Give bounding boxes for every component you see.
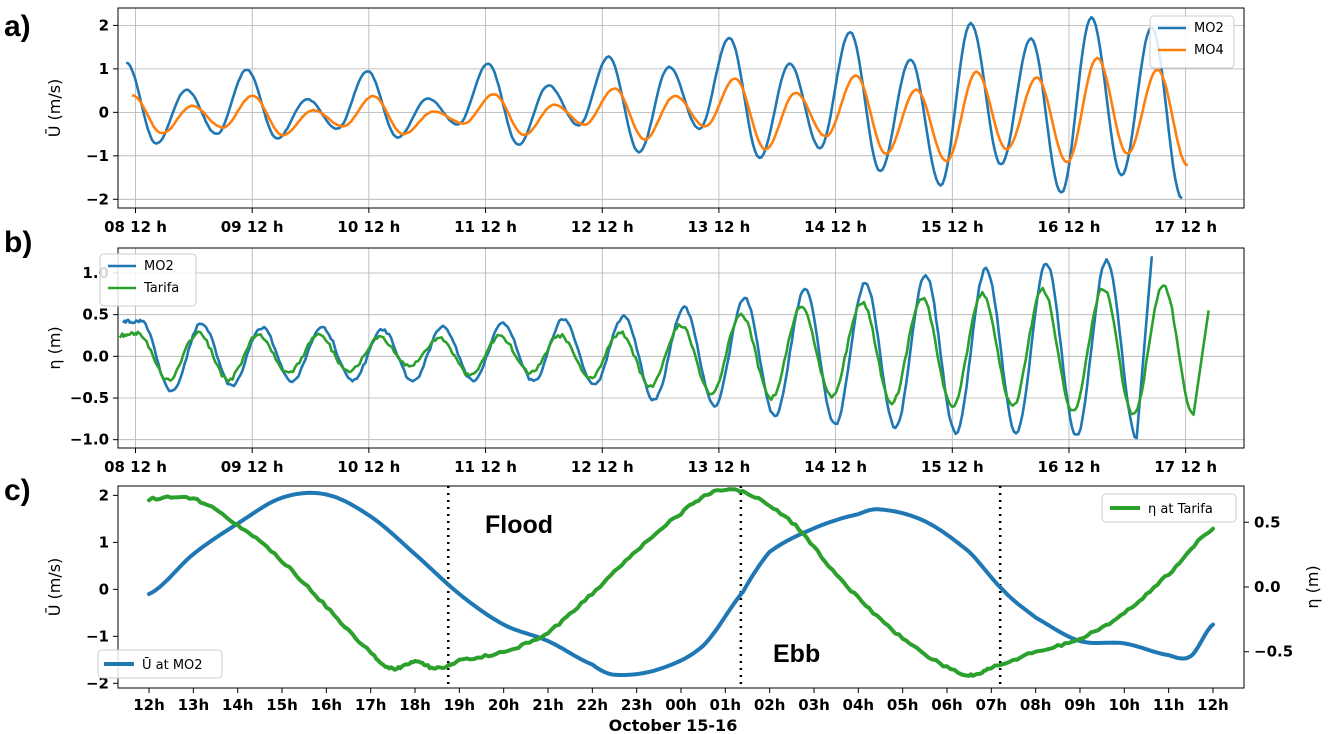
panel-c-frame <box>117 485 1245 689</box>
x-axis-label: October 15-16 <box>609 716 738 734</box>
y-tick-label: −1.0 <box>70 431 109 449</box>
x-tick-label: 15 12 h <box>921 458 984 476</box>
x-tick-label: 11 12 h <box>454 458 517 476</box>
x-tick-label: 18h <box>399 696 431 714</box>
x-tick-label: 11h <box>1153 696 1185 714</box>
x-tick-label: 03h <box>798 696 830 714</box>
y-axis-label-left: Ū (m/s) <box>45 558 64 617</box>
y-tick-label: 2 <box>99 16 109 34</box>
y-tick-label: 0.5 <box>82 306 109 324</box>
x-tick-label: 09h <box>1064 696 1096 714</box>
series-line-u-mo2 <box>147 490 1215 677</box>
y-tick-label-left: −1 <box>86 627 109 645</box>
x-tick-label: 10 12 h <box>337 218 400 236</box>
legend-box-left <box>97 649 223 679</box>
y-tick-label-right: −0.5 <box>1254 643 1293 661</box>
annotation-flood: Flood <box>485 511 553 539</box>
legend-box-right <box>1101 493 1237 523</box>
x-tick-label: 15h <box>266 696 298 714</box>
legend-label: MO2 <box>144 259 174 274</box>
series-line-tarifa <box>118 284 1210 416</box>
x-tick-label: 05h <box>887 696 919 714</box>
legend-label: Ū at MO2 <box>142 658 203 673</box>
x-tick-label: 13h <box>178 696 210 714</box>
x-tick-label: 22h <box>577 696 609 714</box>
x-tick-label: 00h <box>665 696 697 714</box>
x-tick-label: 16h <box>311 696 343 714</box>
y-tick-label-left: 1 <box>99 533 109 551</box>
x-tick-label: 16 12 h <box>1038 218 1101 236</box>
x-tick-label: 11 12 h <box>454 218 517 236</box>
y-tick-label-left: 0 <box>99 580 109 598</box>
series-line-mo4 <box>131 56 1189 167</box>
x-tick-label: 10h <box>1109 696 1141 714</box>
x-tick-label: 15 12 h <box>921 218 984 236</box>
x-tick-label: 09 12 h <box>221 218 284 236</box>
y-tick-label: −1 <box>86 147 109 165</box>
panel-b: 08 12 h 09 12 h 10 12 h 11 12 h 12 12 h 13 12… <box>4 226 1245 476</box>
y-tick-label: −2 <box>86 190 109 208</box>
y-tick-label-left: −2 <box>86 674 109 692</box>
x-tick-label: 17 12 h <box>1154 458 1217 476</box>
series-line-mo2 <box>125 15 1183 200</box>
x-tick-label: 14 12 h <box>804 218 867 236</box>
legend-label: MO2 <box>1194 21 1224 36</box>
x-tick-label: 07h <box>976 696 1008 714</box>
x-tick-label: 21h <box>532 696 564 714</box>
x-tick-label: 12 12 h <box>571 218 634 236</box>
x-tick-label: 12h <box>133 696 165 714</box>
annotation-ebb: Ebb <box>773 640 820 668</box>
y-axis-label: η (m) <box>45 326 64 369</box>
x-tick-label: 08 12 h <box>104 218 167 236</box>
y-axis-label: Ū (m/s) <box>45 79 64 138</box>
panel-label: c) <box>4 474 31 507</box>
y-tick-label: 1 <box>99 60 109 78</box>
y-tick-label: −0.5 <box>70 389 109 407</box>
panel-label: b) <box>4 226 32 259</box>
x-tick-label: 08 12 h <box>104 458 167 476</box>
x-tick-label: 01h <box>710 696 742 714</box>
x-tick-label: 12 12 h <box>571 458 634 476</box>
x-tick-label: 12h <box>1197 696 1229 714</box>
x-tick-label: 17 12 h <box>1154 218 1217 236</box>
x-tick-label: 19h <box>444 696 476 714</box>
panel-c: 12h 13h 14h 15h 16h 17h 18h 19h 20h 21h 22h 23h 00h 0… <box>4 474 1322 734</box>
y-tick-label-right: 0.0 <box>1254 578 1281 596</box>
y-axis-label-right: η (m) <box>1303 565 1322 608</box>
x-tick-label: 14 12 h <box>804 458 867 476</box>
panel-a: 08 12 h 09 12 h 10 12 h 11 12 h 12 12 h 13 12… <box>4 7 1245 236</box>
x-tick-label: 13 12 h <box>687 218 750 236</box>
series-line-eta-tarifa <box>147 487 1215 678</box>
x-tick-label: 13 12 h <box>687 458 750 476</box>
x-tick-label: 04h <box>843 696 875 714</box>
x-tick-label: 10 12 h <box>337 458 400 476</box>
y-tick-label-left: 2 <box>99 486 109 504</box>
x-tick-label: 20h <box>488 696 520 714</box>
x-tick-label: 23h <box>621 696 653 714</box>
x-tick-label: 09 12 h <box>221 458 284 476</box>
legend-label: Tarifa <box>143 281 179 296</box>
panel-label: a) <box>4 10 31 43</box>
x-tick-label: 16 12 h <box>1038 458 1101 476</box>
x-tick-label: 14h <box>222 696 254 714</box>
y-tick-label: 0.0 <box>82 347 109 365</box>
x-tick-label: 06h <box>931 696 963 714</box>
panel-1-frame <box>117 247 1245 449</box>
x-tick-label: 17h <box>355 696 387 714</box>
y-tick-label-right: 0.5 <box>1254 513 1281 531</box>
y-tick-label: 0 <box>99 103 109 121</box>
legend-label: MO4 <box>1194 43 1224 58</box>
x-tick-label: 02h <box>754 696 786 714</box>
panel-0-frame <box>117 7 1245 209</box>
x-tick-label: 08h <box>1020 696 1052 714</box>
legend-label: η at Tarifa <box>1148 502 1213 517</box>
